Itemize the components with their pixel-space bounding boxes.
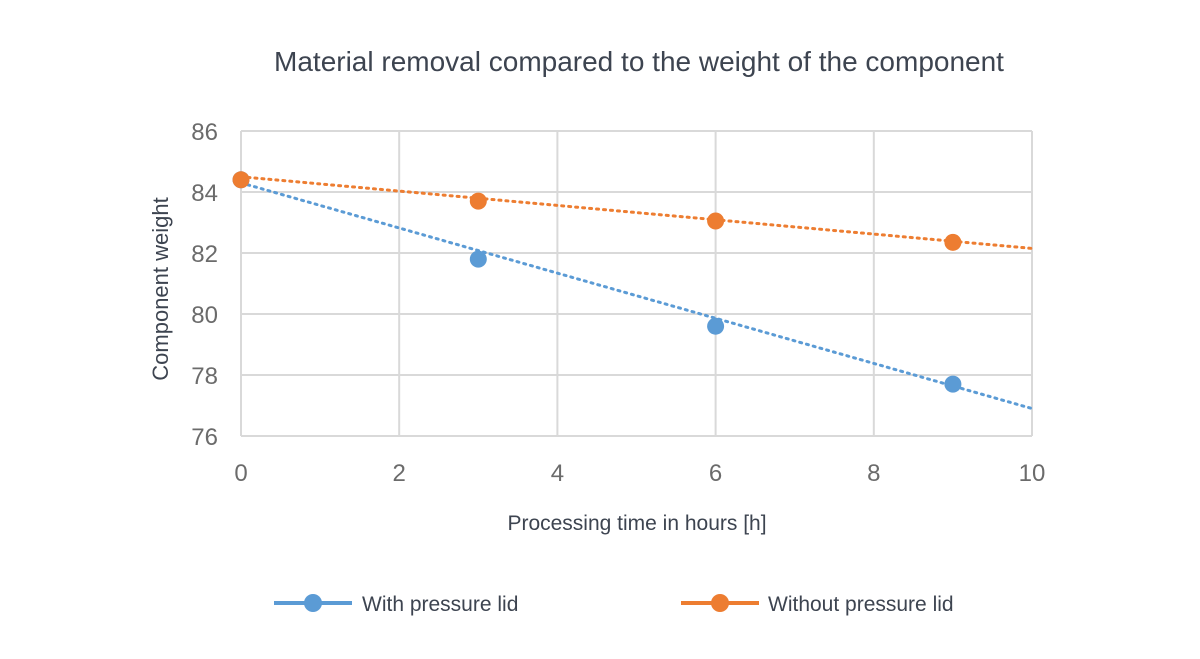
- x-tick-label: 0: [234, 460, 247, 487]
- legend: With pressure lid Without pressure lid: [274, 593, 954, 616]
- data-point: [944, 233, 962, 251]
- y-tick-label: 76: [191, 424, 218, 451]
- data-points: [232, 171, 962, 393]
- data-point: [232, 171, 250, 189]
- gridlines: [240, 130, 1033, 437]
- x-axis-label: Processing time in hours [h]: [507, 512, 766, 535]
- x-tick-label: 8: [867, 460, 880, 487]
- y-tick-label: 84: [191, 180, 218, 207]
- x-tick-label: 6: [709, 460, 722, 487]
- trendlines: [239, 175, 1034, 411]
- y-axis-label: Component weight: [148, 197, 173, 380]
- x-tick-labels: 0 2 4 6 8 10: [234, 460, 1045, 487]
- x-tick-label: 2: [393, 460, 406, 487]
- y-tick-label: 78: [191, 363, 218, 390]
- x-tick-label: 10: [1019, 460, 1046, 487]
- data-point: [944, 375, 962, 393]
- y-tick-label: 80: [191, 302, 218, 329]
- y-tick-labels: 76 78 80 82 84 86: [191, 119, 218, 451]
- trendline-with-lid: [239, 181, 1034, 411]
- x-tick-label: 4: [551, 460, 564, 487]
- legend-marker: [711, 594, 729, 612]
- data-point: [707, 317, 725, 335]
- data-point: [469, 250, 487, 268]
- legend-label: With pressure lid: [362, 593, 518, 616]
- y-tick-label: 86: [191, 119, 218, 146]
- data-point: [469, 192, 487, 210]
- trendline-without-lid: [239, 175, 1034, 250]
- legend-label: Without pressure lid: [768, 593, 954, 616]
- legend-marker: [304, 594, 322, 612]
- y-tick-label: 82: [191, 241, 218, 268]
- chart-title: Material removal compared to the weight …: [274, 46, 1004, 77]
- data-point: [707, 212, 725, 230]
